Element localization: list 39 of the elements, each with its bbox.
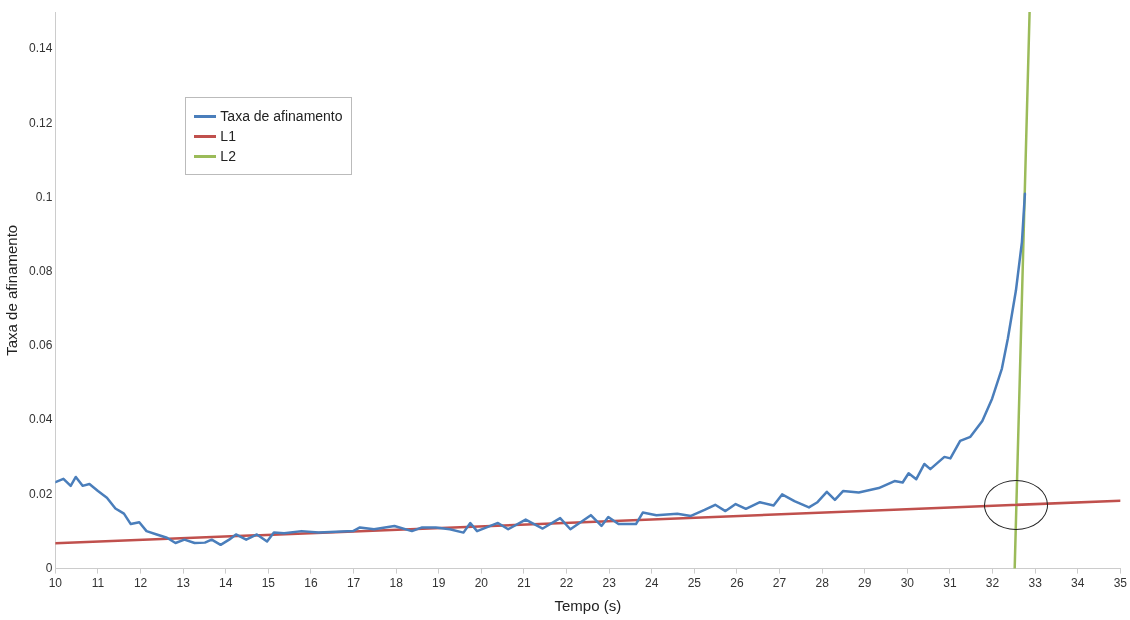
x-axis-title: Tempo (s) xyxy=(554,597,622,615)
x-tick-label: 27 xyxy=(772,576,787,591)
legend-label: L1 xyxy=(220,128,236,144)
x-tick-label: 31 xyxy=(943,576,957,591)
x-tick-label: 13 xyxy=(176,576,191,591)
legend-label: Taxa de afinamento xyxy=(220,108,343,124)
y-tick-label: 0.14 xyxy=(29,41,53,56)
y-tick-label: 0.12 xyxy=(29,115,53,130)
y-axis-title: Taxa de afinamento xyxy=(3,224,21,356)
x-tick-label: 18 xyxy=(389,576,404,591)
x-tick-label: 29 xyxy=(858,576,872,591)
x-tick-label: 26 xyxy=(730,576,744,591)
x-tick-label: 16 xyxy=(304,576,318,591)
x-tick-label: 23 xyxy=(602,576,617,591)
x-tick-label: 20 xyxy=(474,576,489,591)
y-tick-label: 0 xyxy=(45,560,53,575)
x-tick-label: 30 xyxy=(900,576,915,591)
x-tick-label: 22 xyxy=(559,576,574,591)
x-tick-label: 32 xyxy=(985,576,1000,591)
y-tick-label: 0.08 xyxy=(29,264,53,279)
legend-label: L2 xyxy=(220,148,236,164)
x-tick-label: 19 xyxy=(432,576,446,591)
y-tick-label: 0.04 xyxy=(29,412,53,427)
x-tick-label: 35 xyxy=(1113,576,1128,591)
x-tick-label: 10 xyxy=(48,576,63,591)
x-tick-label: 14 xyxy=(219,576,233,591)
x-tick-label: 34 xyxy=(1071,576,1085,591)
y-tick-label: 0.02 xyxy=(29,486,53,501)
y-tick-label: 0.1 xyxy=(35,189,53,204)
x-tick-label: 25 xyxy=(687,576,702,591)
x-tick-label: 21 xyxy=(517,576,531,591)
x-tick-label: 11 xyxy=(91,576,105,591)
x-tick-label: 33 xyxy=(1028,576,1043,591)
x-tick-label: 12 xyxy=(133,576,148,591)
y-tick-label: 0.06 xyxy=(29,338,53,353)
x-tick-label: 15 xyxy=(261,576,276,591)
x-tick-label: 28 xyxy=(815,576,830,591)
x-tick-label: 17 xyxy=(346,576,361,591)
x-tick-label: 24 xyxy=(645,576,659,591)
